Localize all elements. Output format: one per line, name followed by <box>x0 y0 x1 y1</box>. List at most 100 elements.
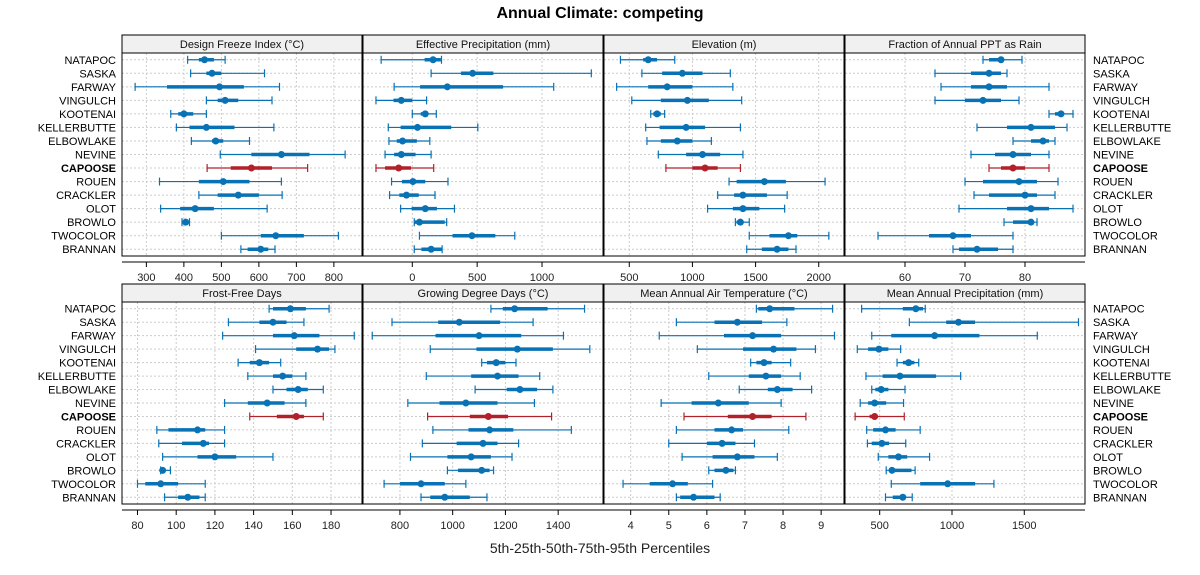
median-point <box>216 83 223 91</box>
median-point <box>263 399 271 407</box>
panel-border <box>603 52 845 257</box>
tick-label: 1200 <box>493 520 517 532</box>
site-label-left: KELLERBUTTE <box>38 371 116 383</box>
median-point <box>871 412 879 420</box>
site-label-right: FARWAY <box>1093 331 1139 343</box>
median-point <box>944 480 952 488</box>
panel-title: Effective Precipitation (mm) <box>416 39 550 51</box>
median-point <box>739 191 747 199</box>
median-point <box>644 56 652 64</box>
site-label-left: CRACKLER <box>56 190 116 202</box>
median-point <box>294 386 302 394</box>
median-point <box>221 96 229 104</box>
panel-title: Mean Annual Precipitation (mm) <box>887 288 1044 300</box>
median-point <box>441 493 449 501</box>
median-point <box>402 191 410 199</box>
median-point <box>749 332 757 340</box>
panel-border <box>844 52 1086 257</box>
median-point <box>513 345 521 353</box>
median-point <box>421 110 429 118</box>
median-point <box>985 83 993 91</box>
site-label-left: CAPOOSE <box>61 163 116 175</box>
tick-label: 9 <box>818 520 824 532</box>
median-point <box>516 386 524 394</box>
median-point <box>290 332 298 340</box>
tick-label: 400 <box>175 272 193 284</box>
median-point <box>413 123 421 131</box>
median-point <box>269 318 277 326</box>
median-point <box>511 305 519 313</box>
median-point <box>773 245 781 253</box>
tick-label: 2000 <box>806 272 830 284</box>
site-label-right: TWOCOLOR <box>1093 231 1158 243</box>
median-point <box>871 399 879 407</box>
median-point <box>905 359 913 367</box>
tick-label: 700 <box>287 272 305 284</box>
site-label-right: KELLERBUTTE <box>1093 122 1171 134</box>
median-point <box>468 232 476 240</box>
tick-label: 500 <box>212 272 230 284</box>
median-point <box>736 218 744 226</box>
site-label-right: OLOT <box>1093 204 1123 216</box>
site-label-left: VINGULCH <box>59 95 116 107</box>
panel-title: Design Freeze Index (°C) <box>180 39 304 51</box>
panel-border <box>844 301 1086 505</box>
site-label-right: KOOTENAI <box>1093 109 1150 121</box>
site-label-right: CRACKLER <box>1093 438 1153 450</box>
site-label-left: OLOT <box>86 452 116 464</box>
tick-label: 1000 <box>530 272 554 284</box>
site-label-left: NEVINE <box>75 150 116 162</box>
tick-label: 1000 <box>940 520 964 532</box>
median-point <box>979 96 987 104</box>
site-label-right: NATAPOC <box>1093 304 1145 316</box>
median-point <box>931 332 939 340</box>
chart-title: Annual Climate: competing <box>496 5 704 22</box>
site-label-left: BRANNAN <box>62 492 116 504</box>
site-label-left: CAPOOSE <box>61 411 116 423</box>
median-point <box>1009 164 1017 172</box>
median-point <box>478 466 486 474</box>
median-point <box>193 426 201 434</box>
median-point <box>279 372 287 380</box>
site-label-left: NATAPOC <box>64 55 116 67</box>
site-label-right: NATAPOC <box>1093 55 1145 67</box>
median-point <box>760 178 768 186</box>
median-point <box>875 345 883 353</box>
median-point <box>718 439 726 447</box>
site-label-right: FARWAY <box>1093 82 1139 94</box>
median-point <box>191 205 199 213</box>
tick-label: 1000 <box>440 520 464 532</box>
median-point <box>475 332 483 340</box>
median-point <box>421 205 429 213</box>
panel-border <box>603 301 845 505</box>
median-point <box>272 232 280 240</box>
median-point <box>896 372 904 380</box>
tick-label: 4 <box>628 520 634 532</box>
site-label-right: NEVINE <box>1093 398 1134 410</box>
tick-label: 1000 <box>680 272 704 284</box>
median-point <box>184 493 192 501</box>
x-axis-label: 5th-25th-50th-75th-95th Percentiles <box>489 540 711 556</box>
site-label-right: ROUEN <box>1093 177 1133 189</box>
site-label-left: VINGULCH <box>59 344 116 356</box>
median-point <box>467 453 475 461</box>
median-point <box>663 83 671 91</box>
median-point <box>257 245 265 253</box>
median-point <box>899 493 907 501</box>
median-point <box>773 386 781 394</box>
median-point <box>973 245 981 253</box>
median-point <box>877 386 885 394</box>
site-label-right: SASKA <box>1093 317 1130 329</box>
median-point <box>469 69 477 77</box>
median-point <box>429 56 437 64</box>
median-point <box>234 191 242 199</box>
median-point <box>784 232 792 240</box>
median-point <box>201 56 208 64</box>
site-label-right: CRACKLER <box>1093 190 1153 202</box>
median-point <box>455 318 463 326</box>
median-point <box>397 151 405 158</box>
median-point <box>159 466 167 474</box>
site-label-left: ROUEN <box>76 177 116 189</box>
site-label-left: ELBOWLAKE <box>48 136 116 148</box>
median-point <box>954 318 962 326</box>
